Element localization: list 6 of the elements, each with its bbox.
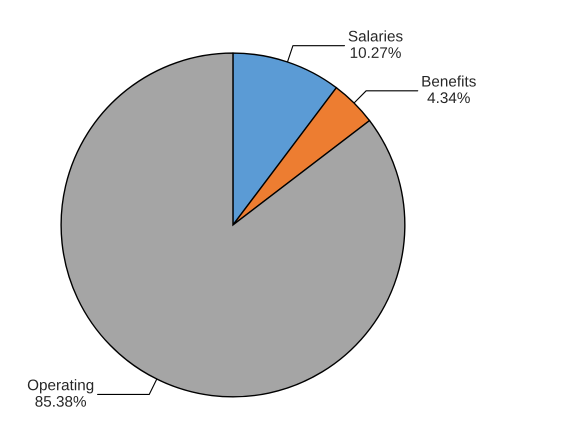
data-label: 85.38% <box>35 396 86 407</box>
slice-label: Operating <box>28 379 94 394</box>
slice-label: Salaries <box>348 30 403 42</box>
slice-label: Benefits <box>422 75 476 87</box>
data-label: 4.34% <box>427 92 470 104</box>
data-label: 10.27% <box>350 47 401 58</box>
